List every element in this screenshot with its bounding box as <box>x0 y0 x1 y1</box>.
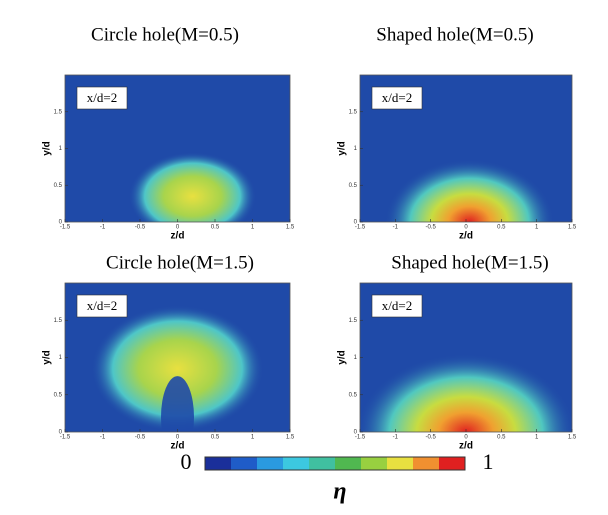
y-tick-label: 0.5 <box>54 392 63 398</box>
x-tick-label: -1 <box>393 435 399 441</box>
x-axis-label: z/d <box>459 231 473 242</box>
y-tick-label: 0 <box>59 220 63 226</box>
x-tick-label: 0 <box>176 225 180 231</box>
panel-title: Circle hole(M=0.5) <box>91 24 239 45</box>
x-axis-label: z/d <box>171 441 185 452</box>
y-tick-label: 0 <box>59 430 63 436</box>
panel-label: x/d=2 <box>87 90 117 105</box>
colorbar <box>204 456 466 471</box>
contour-plot <box>360 75 572 222</box>
x-axis-label: z/d <box>171 231 185 242</box>
y-axis-label: y/d <box>337 350 348 364</box>
x-tick-label: -1.5 <box>60 435 71 441</box>
x-tick-label: -1.5 <box>355 225 366 231</box>
x-tick-label: 0 <box>176 435 180 441</box>
x-tick-label: -1 <box>100 225 106 231</box>
y-tick-label: 1 <box>59 355 63 361</box>
x-tick-label: 1 <box>535 225 539 231</box>
label-box <box>371 86 423 110</box>
y-tick-label: 1.5 <box>349 109 358 115</box>
x-tick-label: -1 <box>393 225 399 231</box>
label-box <box>76 86 128 110</box>
x-tick-label: 1.5 <box>286 225 295 231</box>
x-tick-label: -0.5 <box>425 435 436 441</box>
x-tick-label: 1 <box>251 435 255 441</box>
colorbar-max: 1 <box>483 449 494 474</box>
label-box <box>76 294 128 318</box>
contour-region <box>161 376 194 432</box>
y-tick-label: 0.5 <box>349 183 358 189</box>
x-tick-label: 0.5 <box>211 435 220 441</box>
x-tick-label: -1.5 <box>355 435 366 441</box>
panel-label: x/d=2 <box>382 298 412 313</box>
panel-title: Shaped hole(M=1.5) <box>391 252 548 273</box>
x-tick-label: 0.5 <box>497 225 506 231</box>
panel-label: x/d=2 <box>87 298 117 313</box>
x-tick-label: -0.5 <box>135 435 146 441</box>
x-tick-label: 1.5 <box>568 435 577 441</box>
x-tick-label: 1.5 <box>286 435 295 441</box>
y-tick-label: 1.5 <box>54 109 63 115</box>
x-tick-label: 1.5 <box>568 225 577 231</box>
label-box <box>371 294 423 318</box>
contour-region <box>128 152 257 222</box>
x-tick-label: 1 <box>535 435 539 441</box>
panel-label: x/d=2 <box>382 90 412 105</box>
y-tick-label: 0.5 <box>54 183 63 189</box>
x-axis-label: z/d <box>459 441 473 452</box>
y-axis-label: y/d <box>337 141 348 155</box>
panel-title: Shaped hole(M=0.5) <box>376 24 533 45</box>
y-axis-label: y/d <box>42 141 53 155</box>
colorbar-symbol: η <box>333 479 346 505</box>
y-tick-label: 1 <box>59 146 63 152</box>
x-tick-label: 0.5 <box>497 435 506 441</box>
y-tick-label: 1 <box>354 146 358 152</box>
x-tick-label: -0.5 <box>425 225 436 231</box>
x-tick-label: 0.5 <box>211 225 220 231</box>
y-tick-label: 0 <box>354 430 358 436</box>
x-tick-label: 0 <box>464 225 468 231</box>
contour-plot <box>65 75 290 222</box>
panel-title: Circle hole(M=1.5) <box>106 252 254 273</box>
y-tick-label: 1.5 <box>349 318 358 324</box>
y-tick-label: 1.5 <box>54 318 63 324</box>
contour-plot <box>65 283 290 432</box>
y-tick-label: 0.5 <box>349 392 358 398</box>
y-axis-label: y/d <box>42 350 53 364</box>
contour-region <box>91 305 264 432</box>
y-tick-label: 1 <box>354 355 358 361</box>
contour-region <box>384 159 555 222</box>
contour-region <box>360 353 572 432</box>
x-tick-label: -0.5 <box>135 225 146 231</box>
x-tick-label: 1 <box>251 225 255 231</box>
x-tick-label: -1 <box>100 435 106 441</box>
x-tick-label: -1.5 <box>60 225 71 231</box>
x-tick-label: 0 <box>464 435 468 441</box>
y-tick-label: 0 <box>354 220 358 226</box>
colorbar-min: 0 <box>181 449 192 474</box>
